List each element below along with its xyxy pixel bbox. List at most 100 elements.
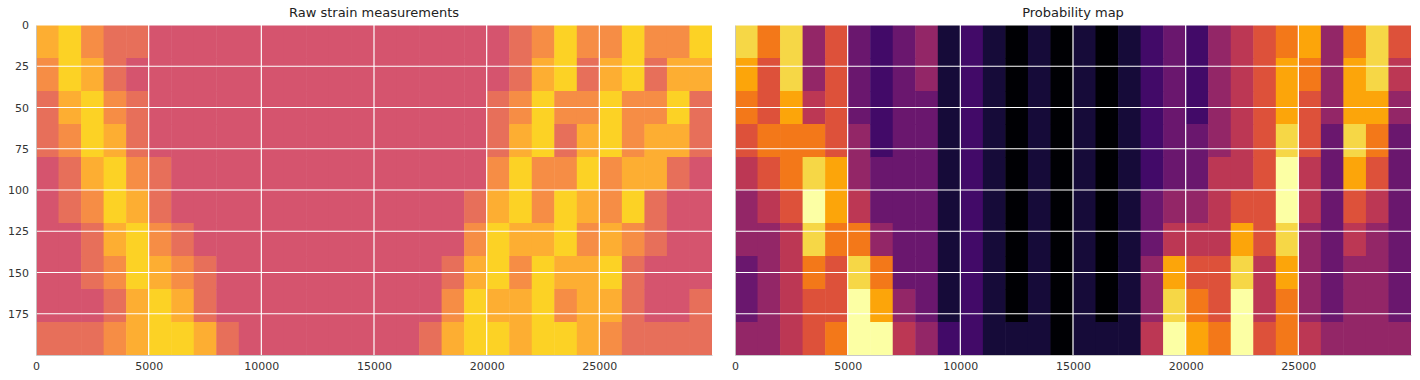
- heatmap-cell: [194, 124, 217, 158]
- heatmap-cell: [329, 124, 352, 158]
- heatmap-cell: [194, 25, 217, 59]
- heatmap-cell: [622, 124, 645, 158]
- heatmap-cell: [667, 25, 690, 59]
- heatmap-cell: [1005, 25, 1028, 59]
- heatmap-cell: [758, 25, 781, 59]
- heatmap-cell: [306, 157, 329, 191]
- grid-line-y: [735, 272, 1411, 273]
- tick-label: 175: [8, 308, 29, 321]
- heatmap-cell: [104, 223, 127, 257]
- heatmap-cell: [261, 223, 284, 257]
- heatmap-cell: [577, 190, 600, 224]
- heatmap-cell: [397, 223, 420, 257]
- heatmap-cell: [126, 289, 149, 323]
- heatmap-cell: [1231, 190, 1254, 224]
- heatmap-cell: [1141, 157, 1164, 191]
- heatmap-cell: [216, 289, 239, 323]
- heatmap-cell: [1005, 190, 1028, 224]
- heatmap-cell: [261, 124, 284, 158]
- heatmap-cell: [81, 58, 104, 92]
- heatmap-cell: [1388, 58, 1411, 92]
- heatmap-cell: [261, 25, 284, 59]
- title: Probability map: [1022, 5, 1124, 20]
- heatmap-cell: [758, 223, 781, 257]
- heatmap-cell: [1028, 322, 1051, 355]
- heatmap-cell: [870, 58, 893, 92]
- heatmap-cell: [893, 25, 916, 59]
- heatmap-cell: [59, 289, 82, 323]
- heatmap-cell: [419, 223, 442, 257]
- heatmap-cell: [803, 190, 826, 224]
- grid-line-y: [36, 231, 712, 232]
- heatmap-cell: [36, 190, 59, 224]
- heatmap-cell: [1321, 289, 1344, 323]
- heatmap-cell: [509, 25, 532, 59]
- heatmap-cell: [870, 157, 893, 191]
- heatmap-cell: [983, 190, 1006, 224]
- heatmap-cell: [938, 289, 961, 323]
- heatmap-cell: [464, 322, 487, 355]
- heatmap-cell: [284, 124, 307, 158]
- heatmap-cell: [1298, 157, 1321, 191]
- heatmap-cell: [81, 124, 104, 158]
- heatmap-cell: [1388, 190, 1411, 224]
- heatmap-cell: [1050, 223, 1073, 257]
- tick-label: 10000: [244, 360, 279, 373]
- heatmap-cell: [351, 190, 374, 224]
- heatmap-cell: [487, 190, 510, 224]
- heatmap-cell: [1276, 58, 1299, 92]
- heatmap-cell: [239, 157, 262, 191]
- tick: 10000: [244, 355, 279, 373]
- heatmap-cell: [126, 124, 149, 158]
- heatmap-cell: [689, 58, 712, 92]
- tick-label: 5000: [834, 360, 862, 373]
- heatmap-cell: [780, 58, 803, 92]
- heatmap-cell: [487, 58, 510, 92]
- heatmap-cell: [1096, 190, 1119, 224]
- heatmap-cell: [126, 322, 149, 355]
- tick: 20000: [1169, 355, 1204, 373]
- heatmap-cell: [780, 25, 803, 59]
- heatmap-cell: [848, 322, 871, 355]
- heatmap-cell: [306, 322, 329, 355]
- heatmap-cell: [1096, 322, 1119, 355]
- y-axis: 0255075100125150175: [8, 19, 37, 355]
- heatmap-cell: [870, 190, 893, 224]
- heatmap-cell: [306, 289, 329, 323]
- heatmap-cell: [442, 322, 465, 355]
- heatmap-cell: [1050, 322, 1073, 355]
- heatmap-cell: [216, 190, 239, 224]
- heatmap-cell: [1208, 25, 1231, 59]
- heatmap-cell: [780, 223, 803, 257]
- heatmap-cell: [622, 322, 645, 355]
- heatmap-cell: [1050, 289, 1073, 323]
- heatmap-cell: [1276, 322, 1299, 355]
- heatmap-cell: [1050, 25, 1073, 59]
- heatmap-cell: [306, 25, 329, 59]
- heatmap-cell: [1343, 289, 1366, 323]
- heatmap-cell: [1343, 157, 1366, 191]
- heatmap-cell: [419, 190, 442, 224]
- heatmap-cell: [239, 124, 262, 158]
- heatmap-cell: [1298, 223, 1321, 257]
- heatmap-cell: [464, 223, 487, 257]
- heatmap-cell: [599, 289, 622, 323]
- heatmap-cell: [1096, 58, 1119, 92]
- heatmap-cell: [1118, 25, 1141, 59]
- heatmap-cell: [36, 157, 59, 191]
- heatmap-cell: [983, 124, 1006, 158]
- heatmap-cell: [374, 223, 397, 257]
- heatmap-cell: [59, 25, 82, 59]
- heatmap-cell: [915, 157, 938, 191]
- heatmap-cell: [1118, 190, 1141, 224]
- heatmap-cell: [171, 223, 194, 257]
- heatmap-cell: [1253, 223, 1276, 257]
- heatmap-cell: [960, 289, 983, 323]
- heatmap-cell: [104, 322, 127, 355]
- heatmap-cell: [1005, 58, 1028, 92]
- heatmap-cell: [758, 124, 781, 158]
- heatmap-cell: [1253, 190, 1276, 224]
- heatmap-cell: [983, 25, 1006, 59]
- heatmap-cell: [644, 58, 667, 92]
- heatmap-cell: [464, 124, 487, 158]
